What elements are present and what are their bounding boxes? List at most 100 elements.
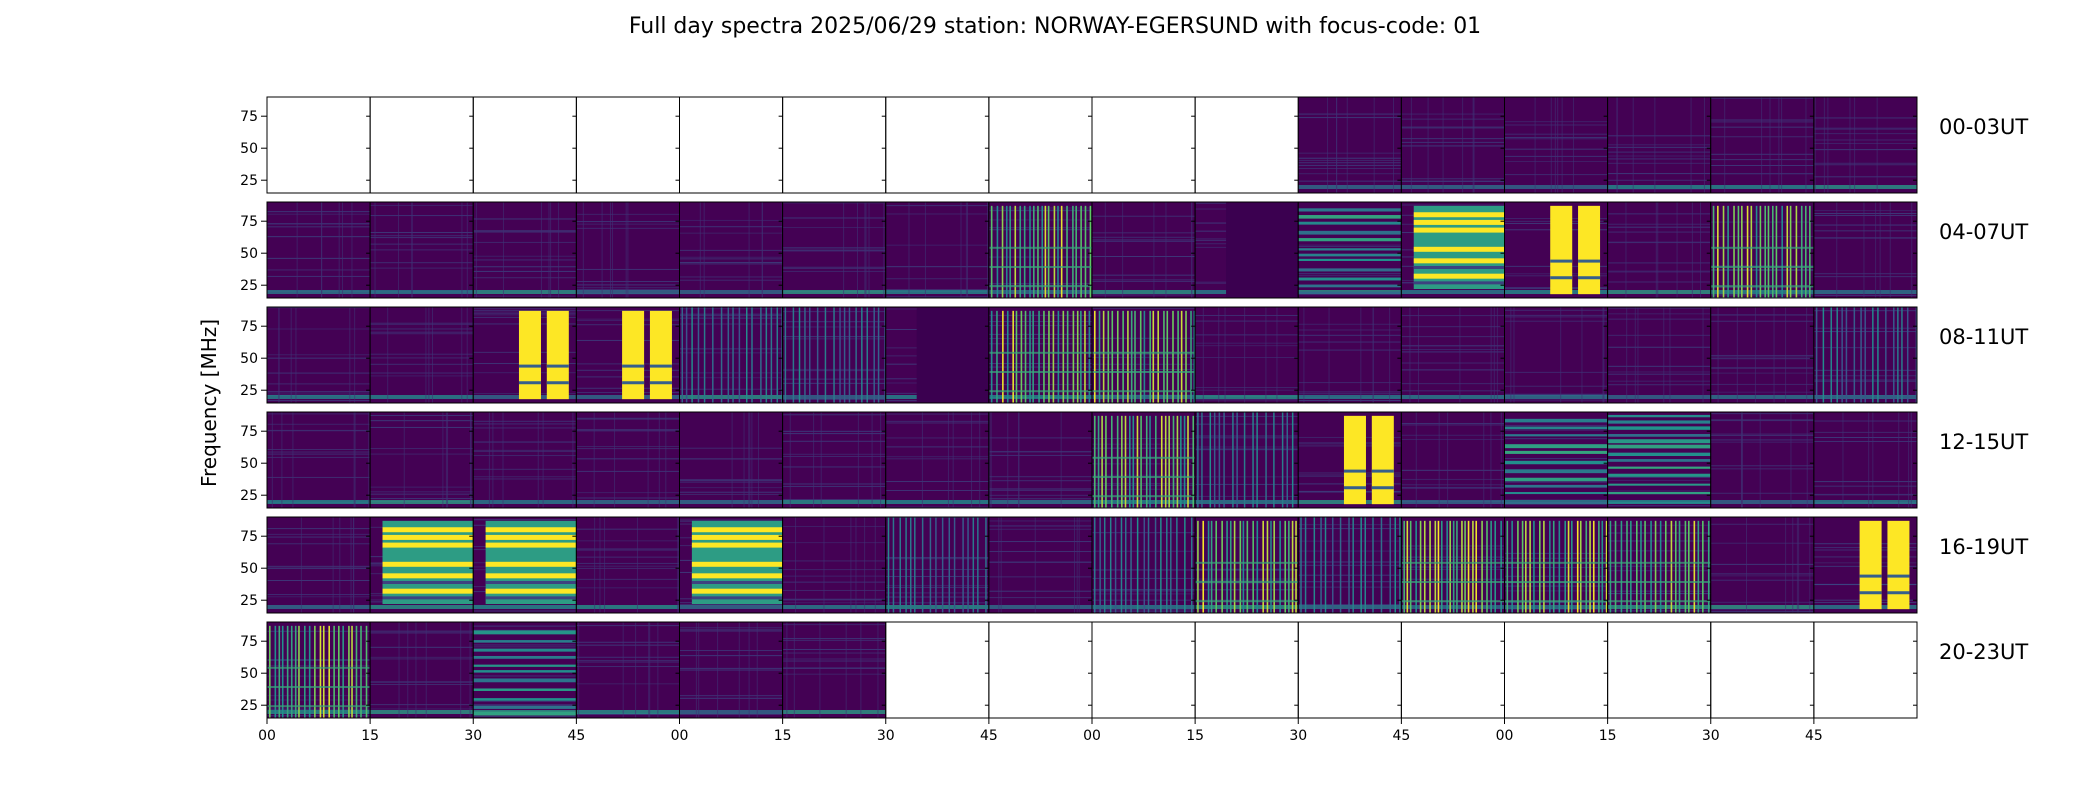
spectrum-panel [1400, 201, 1505, 299]
row-04-07ut: 25 50 75 04-07UT [240, 201, 2028, 299]
spectrum-panel [1607, 306, 1712, 404]
y-tick-label: 50 [240, 456, 258, 472]
spectrum-panel [472, 96, 577, 194]
spectrum-panel [679, 516, 784, 614]
spectrum-panel [1091, 621, 1196, 719]
spectrum-panel [1400, 621, 1505, 719]
spectrum-panel [1710, 96, 1815, 194]
y-tick-label: 50 [240, 561, 258, 577]
spectrum-panel [1813, 516, 1918, 614]
row-label: 20-23UT [1939, 640, 2028, 664]
spectrum-panel [1400, 306, 1505, 404]
spectrum-panel [1091, 411, 1196, 509]
y-tick-label: 50 [240, 141, 258, 157]
spectrum-panel [885, 96, 990, 194]
spectrum-panel [1091, 201, 1196, 299]
row-20-23ut: 25 50 75 20-23UT [240, 621, 2028, 719]
row-label: 00-03UT [1939, 115, 2028, 139]
y-tick-label: 75 [240, 109, 258, 125]
y-tick-label: 25 [240, 593, 258, 609]
x-tick-label: 00 [671, 728, 689, 744]
spectrum-panel [1297, 621, 1402, 719]
spectrum-panel [1607, 621, 1712, 719]
y-tick-label: 50 [240, 351, 258, 367]
spectrum-panel [885, 516, 990, 614]
spectrum-panel [679, 96, 784, 194]
x-tick-label: 45 [567, 728, 585, 744]
row-00-03ut: 25 50 75 00-03UT [240, 96, 2028, 194]
spectrum-panel [988, 411, 1093, 509]
spectrum-panel [1297, 516, 1402, 614]
spectrum-panel [1400, 411, 1505, 509]
x-tick-label: 00 [1496, 728, 1514, 744]
spectrum-panel [1297, 411, 1402, 509]
x-axis: 00 15 30 45 00 15 30 45 00 15 30 45 00 15 30 45 [258, 718, 1823, 744]
spectrum-panel [1607, 96, 1712, 194]
y-tick-label: 50 [240, 246, 258, 262]
y-tick-label: 75 [240, 214, 258, 230]
spectrum-panel [1504, 201, 1609, 299]
spectrum-panel [1710, 516, 1815, 614]
x-tick-label: 30 [464, 728, 482, 744]
spectrum-panel [782, 306, 887, 404]
y-tick-label: 25 [240, 173, 258, 189]
spectrum-panel [369, 621, 474, 719]
spectrum-panel [575, 201, 680, 299]
spectrum-panel [1607, 411, 1712, 509]
x-tick-label: 00 [1083, 728, 1101, 744]
spectrum-panel [782, 411, 887, 509]
y-tick-label: 75 [240, 319, 258, 335]
spectrum-panel [988, 201, 1093, 299]
spectrum-panel [1504, 411, 1609, 509]
spectrum-panel [679, 621, 784, 719]
spectrum-panel [1091, 516, 1196, 614]
spectrum-panel [885, 306, 990, 404]
y-tick-label: 25 [240, 278, 258, 294]
x-tick-label: 15 [1599, 728, 1617, 744]
spectrum-panel [1194, 96, 1299, 194]
spectrum-panel [988, 516, 1093, 614]
spectrum-panel [1194, 621, 1299, 719]
x-tick-label: 45 [1392, 728, 1410, 744]
row-12-15ut: 25 50 75 12-15UT [240, 411, 2028, 509]
spectrum-panel [1297, 201, 1402, 299]
x-tick-label: 30 [1702, 728, 1720, 744]
x-tick-label: 30 [1289, 728, 1307, 744]
spectrum-panel [885, 621, 990, 719]
y-tick-label: 50 [240, 666, 258, 682]
spectrum-panel [1607, 201, 1712, 299]
spectrum-panel [1813, 96, 1918, 194]
spectrum-panel [1194, 306, 1299, 404]
spectrum-panel [885, 411, 990, 509]
spectrum-panel [679, 201, 784, 299]
spectrum-panel [1710, 201, 1815, 299]
spectrum-panel [472, 306, 577, 404]
spectrum-panel [679, 411, 784, 509]
spectrum-panel [266, 96, 371, 194]
spectrum-panel [575, 411, 680, 509]
spectrum-panel [1091, 306, 1196, 404]
spectrum-panel [782, 201, 887, 299]
spectrum-panel [782, 621, 887, 719]
row-label: 12-15UT [1939, 430, 2028, 454]
spectrum-panel [1504, 621, 1609, 719]
spectrum-panel [369, 96, 474, 194]
spectrum-panel [472, 621, 577, 719]
spectrum-panel [1504, 516, 1609, 614]
spectrum-panel [266, 411, 371, 509]
spectrum-panel [472, 516, 577, 614]
spectrum-panel [369, 201, 474, 299]
spectrum-panel [1091, 96, 1196, 194]
spectrum-panel [782, 516, 887, 614]
row-label: 16-19UT [1939, 535, 2028, 559]
y-tick-label: 25 [240, 488, 258, 504]
spectrum-panel [1813, 306, 1918, 404]
spectrum-panel [266, 516, 371, 614]
spectrum-panel [679, 306, 784, 404]
y-axis-label: Frequency [MHz] [197, 319, 221, 487]
spectrum-panel [266, 306, 371, 404]
x-tick-label: 00 [258, 728, 276, 744]
row-16-19ut: 25 50 75 16-19UT [240, 516, 2028, 614]
spectrum-panel [266, 201, 371, 299]
y-tick-label: 25 [240, 383, 258, 399]
